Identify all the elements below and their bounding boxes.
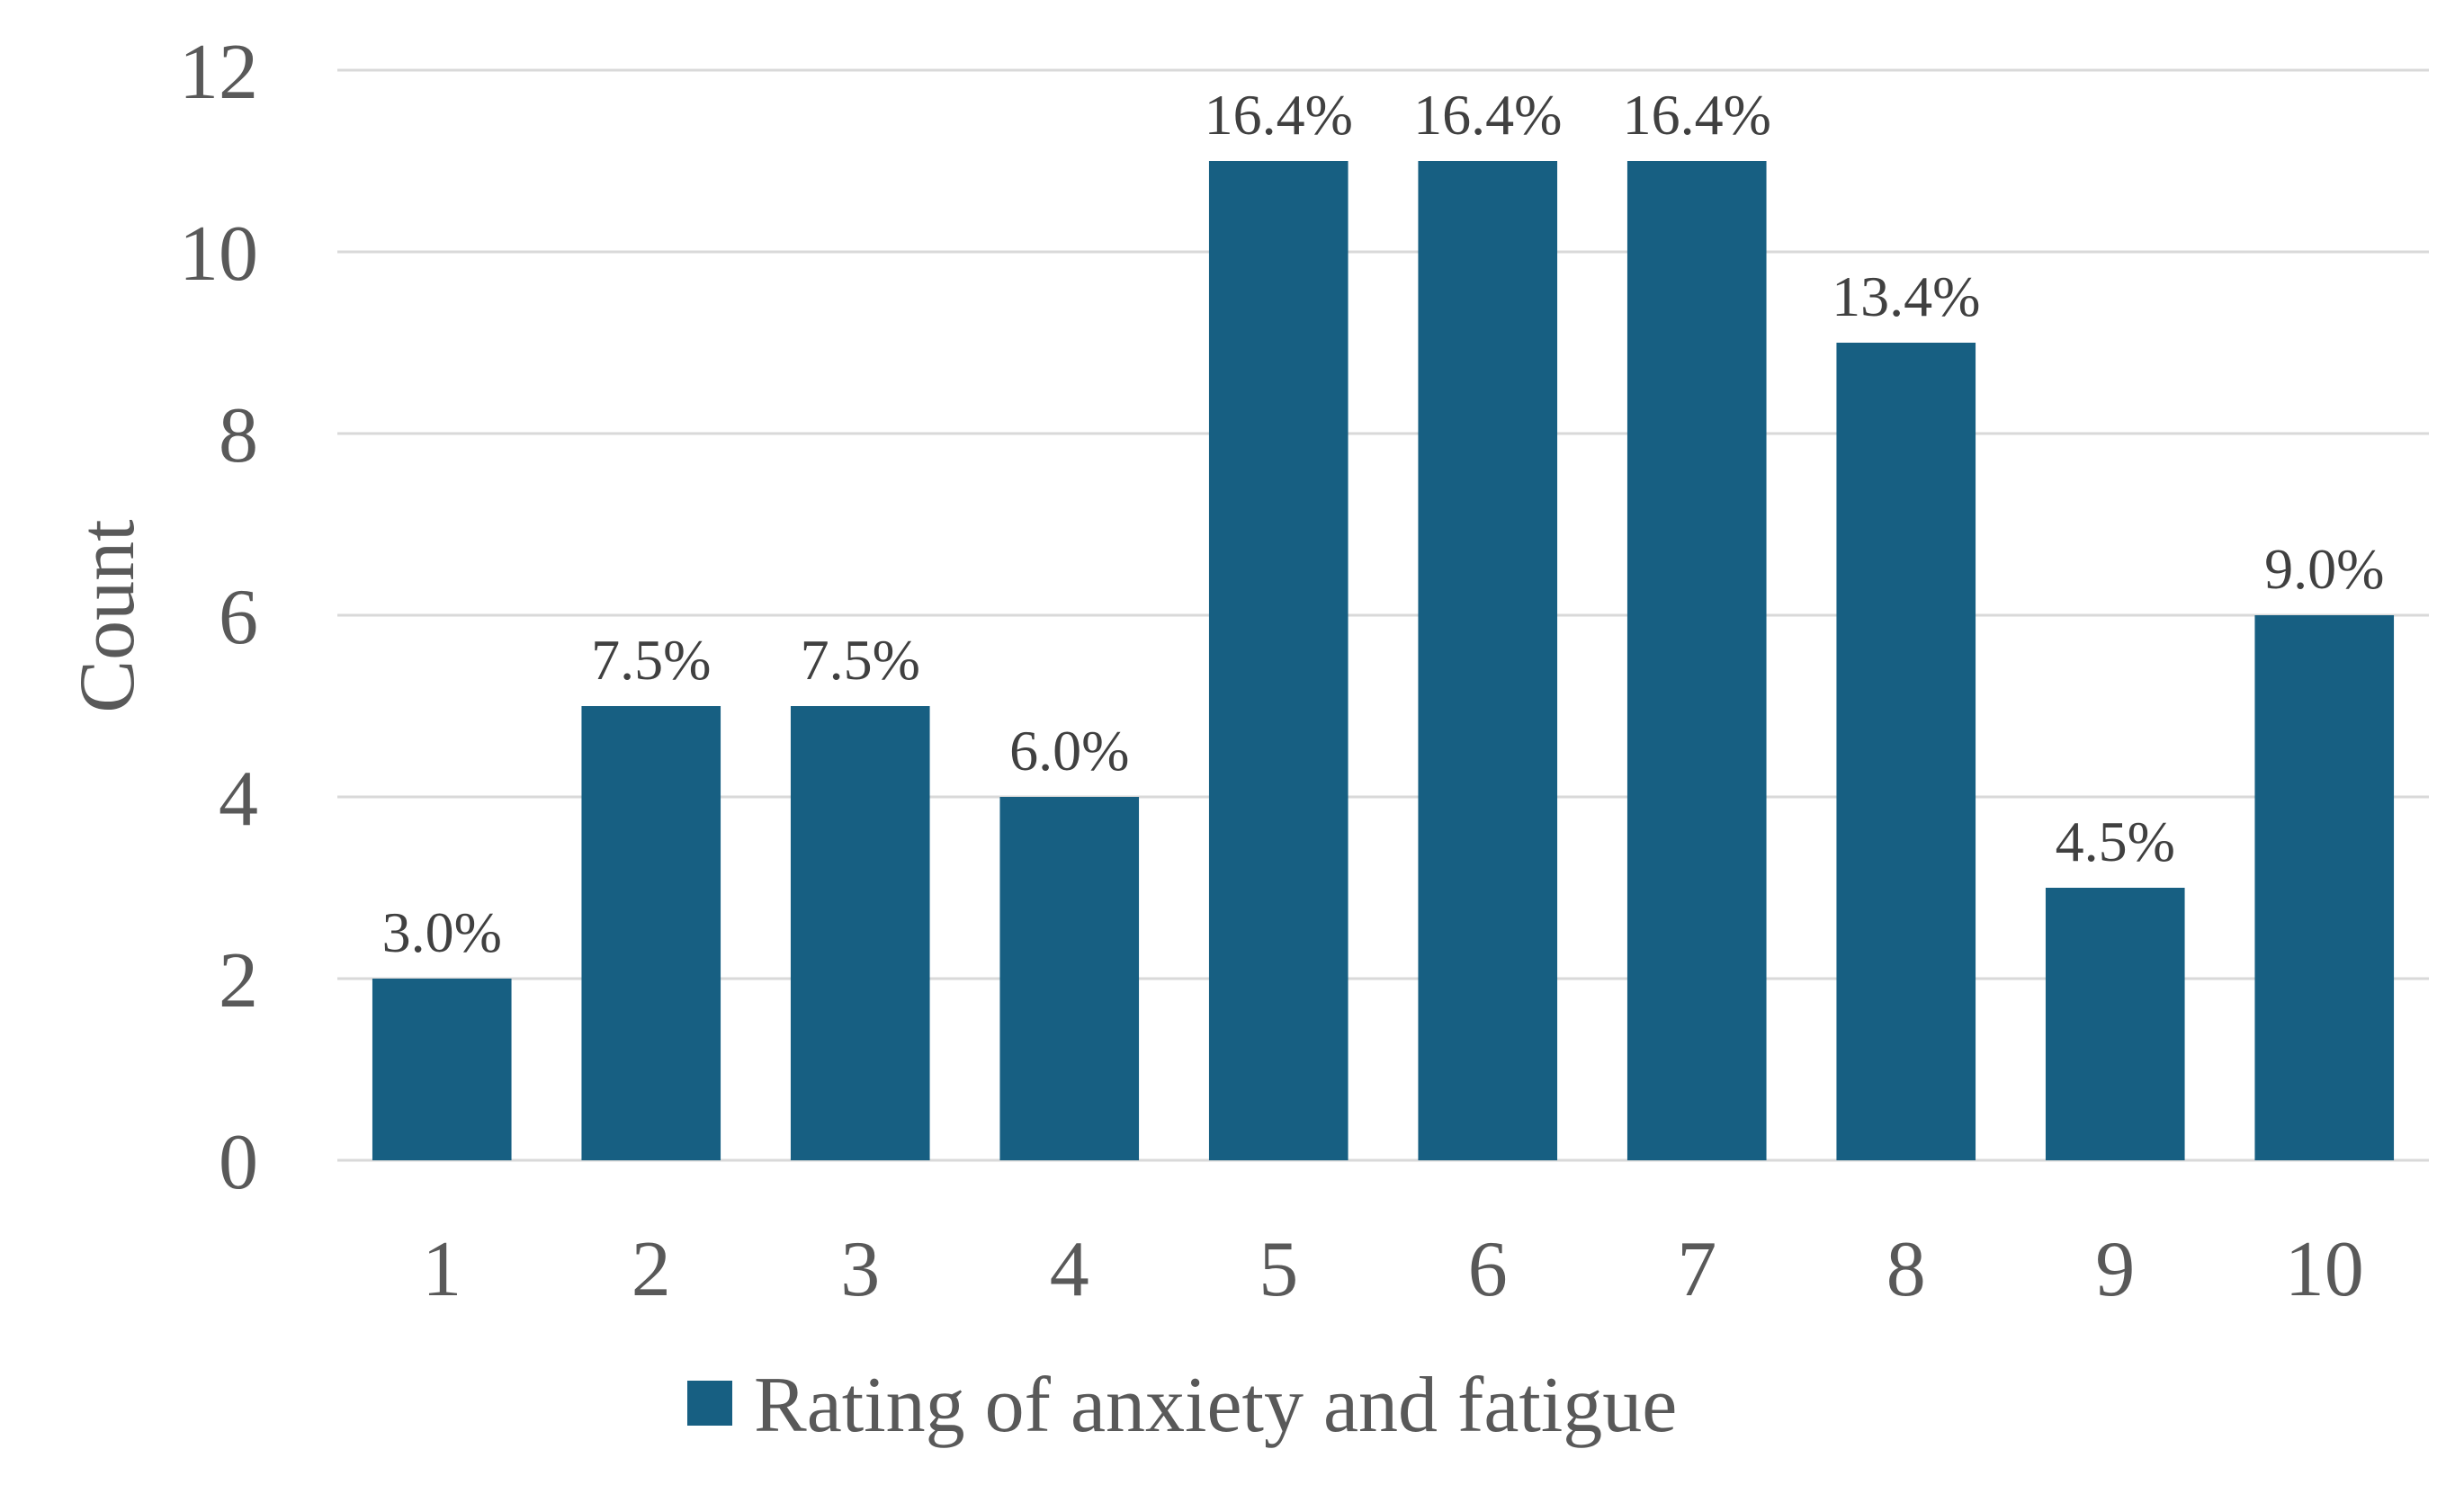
bar-data-label: 9.0%: [2264, 537, 2384, 601]
y-tick-label: 2: [219, 937, 258, 1024]
bar: [2045, 888, 2185, 1160]
bar-data-label: 13.4%: [1832, 264, 1980, 328]
y-axis-title: Count: [64, 519, 151, 712]
bar-data-label: 16.4%: [1205, 83, 1353, 147]
x-tick-label: 5: [1259, 1226, 1298, 1313]
y-tick-label: 4: [219, 756, 258, 843]
y-tick-label: 6: [219, 574, 258, 661]
x-tick-label: 7: [1677, 1226, 1716, 1313]
bar: [1626, 161, 1767, 1160]
x-axis-ticks: 1 2 3 4 5 6 7 8 9 10: [422, 1226, 2364, 1313]
legend-swatch: [687, 1381, 732, 1426]
bar-data-label: 4.5%: [2056, 810, 2175, 873]
y-tick-label: 8: [219, 392, 258, 479]
bar: [372, 979, 512, 1160]
bar: [2254, 615, 2395, 1160]
bar: [999, 797, 1140, 1160]
bar: [790, 706, 930, 1160]
legend-label: Rating of anxiety and fatigue: [754, 1362, 1677, 1449]
x-tick-label: 2: [632, 1226, 671, 1313]
x-tick-label: 3: [840, 1226, 880, 1313]
y-tick-label: 12: [179, 29, 258, 116]
x-tick-label: 6: [1468, 1226, 1508, 1313]
y-tick-label: 0: [219, 1119, 258, 1206]
bar: [581, 706, 721, 1160]
bar-data-label: 16.4%: [1413, 83, 1562, 147]
bar-data-label: 16.4%: [1623, 83, 1771, 147]
bar-data-label: 7.5%: [801, 628, 920, 692]
bar-data-label: 3.0%: [382, 900, 502, 964]
bar: [1836, 343, 1976, 1160]
bar-data-label: 6.0%: [1009, 719, 1129, 783]
bar-data-labels: 3.0% 7.5% 7.5% 6.0% 16.4% 16.4% 16.4% 13.4% 4.5%…: [382, 83, 2385, 964]
bar: [1208, 161, 1348, 1160]
x-tick-label: 9: [2095, 1226, 2135, 1313]
bars: [372, 161, 2395, 1160]
y-axis-ticks: 0 2 4 6 8 10 12: [179, 29, 258, 1206]
bar-data-label: 7.5%: [591, 628, 711, 692]
x-tick-label: 10: [2285, 1226, 2364, 1313]
x-tick-label: 4: [1050, 1226, 1089, 1313]
legend: Rating of anxiety and fatigue: [687, 1362, 1677, 1449]
y-tick-label: 10: [179, 210, 258, 298]
bar: [1418, 161, 1558, 1160]
x-tick-label: 8: [1886, 1226, 1926, 1313]
x-tick-label: 1: [422, 1226, 461, 1313]
